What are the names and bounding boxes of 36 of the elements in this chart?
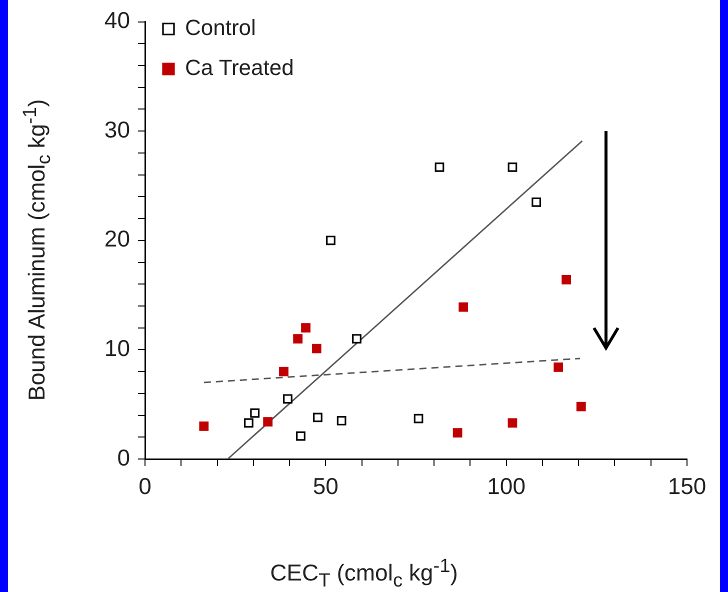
point [458,302,468,312]
x-tick-label: 0 [138,473,152,500]
x-axis-title: CEC$_{T}$ (cmol$_{c}$ kg$^{-1}$) [269,556,459,592]
point [554,362,564,372]
x-tick-label: 150 [668,473,706,500]
point [452,428,462,438]
point [293,334,303,344]
point [312,344,322,354]
x-tick-label: 50 [312,473,338,500]
point [283,394,292,404]
y-tick-label: 0 [117,444,130,470]
point [414,414,424,424]
point [301,323,310,333]
point [244,418,254,428]
point [562,275,572,284]
x-tick-label: 100 [487,473,526,500]
point [352,334,362,344]
point [434,162,444,172]
point [508,162,518,172]
point [263,417,273,427]
point [576,402,586,412]
point [199,422,209,431]
y-tick-label: 40 [104,7,130,34]
point [336,416,346,426]
point [250,408,260,418]
point [313,412,322,422]
point [326,236,336,246]
y-tick-label: 10 [104,335,130,362]
point [296,431,306,441]
y-tick-label: 20 [104,226,130,252]
legend-label: Ca Treated [185,55,294,80]
legend-label: Control [185,15,256,40]
point [532,197,542,207]
point [279,366,288,376]
y-tick-label: 30 [104,116,130,142]
point [508,418,518,428]
